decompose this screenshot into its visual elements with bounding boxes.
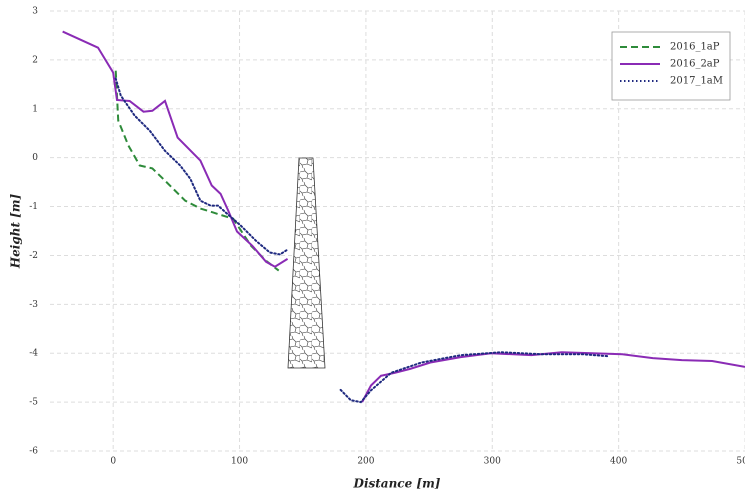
y-tick-label: 0 xyxy=(32,153,38,163)
x-tick-label: 100 xyxy=(231,457,248,467)
legend-label: 2016_2aP xyxy=(670,59,720,70)
x-tick-label: 200 xyxy=(357,457,374,467)
y-tick-label: 2 xyxy=(32,55,38,65)
legend: 2016_1aP 2016_2aP 2017_1aM xyxy=(620,42,723,87)
x-tick-label: 0 xyxy=(110,457,116,467)
x-tick-label: 400 xyxy=(610,457,627,467)
y-tick-label: 3 xyxy=(32,7,38,17)
x-axis-title: Distance [m] xyxy=(353,477,441,491)
y-tick-label: -5 xyxy=(29,398,38,408)
x-tick-label: 500 xyxy=(736,457,745,467)
series-line xyxy=(62,30,745,403)
legend-box xyxy=(611,31,731,101)
y-tick-label: -3 xyxy=(29,300,38,310)
legend-label: 2017_1aM xyxy=(670,76,723,87)
lines xyxy=(62,30,745,404)
y-tick-label: -6 xyxy=(29,447,38,457)
y-tick-label: 1 xyxy=(32,104,38,114)
legend-label: 2016_1aP xyxy=(670,42,720,53)
grid: 0 100 200 300 400 500 -6 -5 -4 -3 -2 -1 0 1 2 3 xyxy=(29,7,745,467)
y-tick-label: -4 xyxy=(29,349,38,359)
series-line xyxy=(114,77,609,404)
y-tick-label: -2 xyxy=(29,251,38,261)
wall xyxy=(287,157,326,369)
y-axis-title: Height [m] xyxy=(9,193,23,269)
series-line xyxy=(114,70,280,272)
y-tick-label: -1 xyxy=(29,202,38,212)
x-tick-label: 300 xyxy=(484,457,501,467)
